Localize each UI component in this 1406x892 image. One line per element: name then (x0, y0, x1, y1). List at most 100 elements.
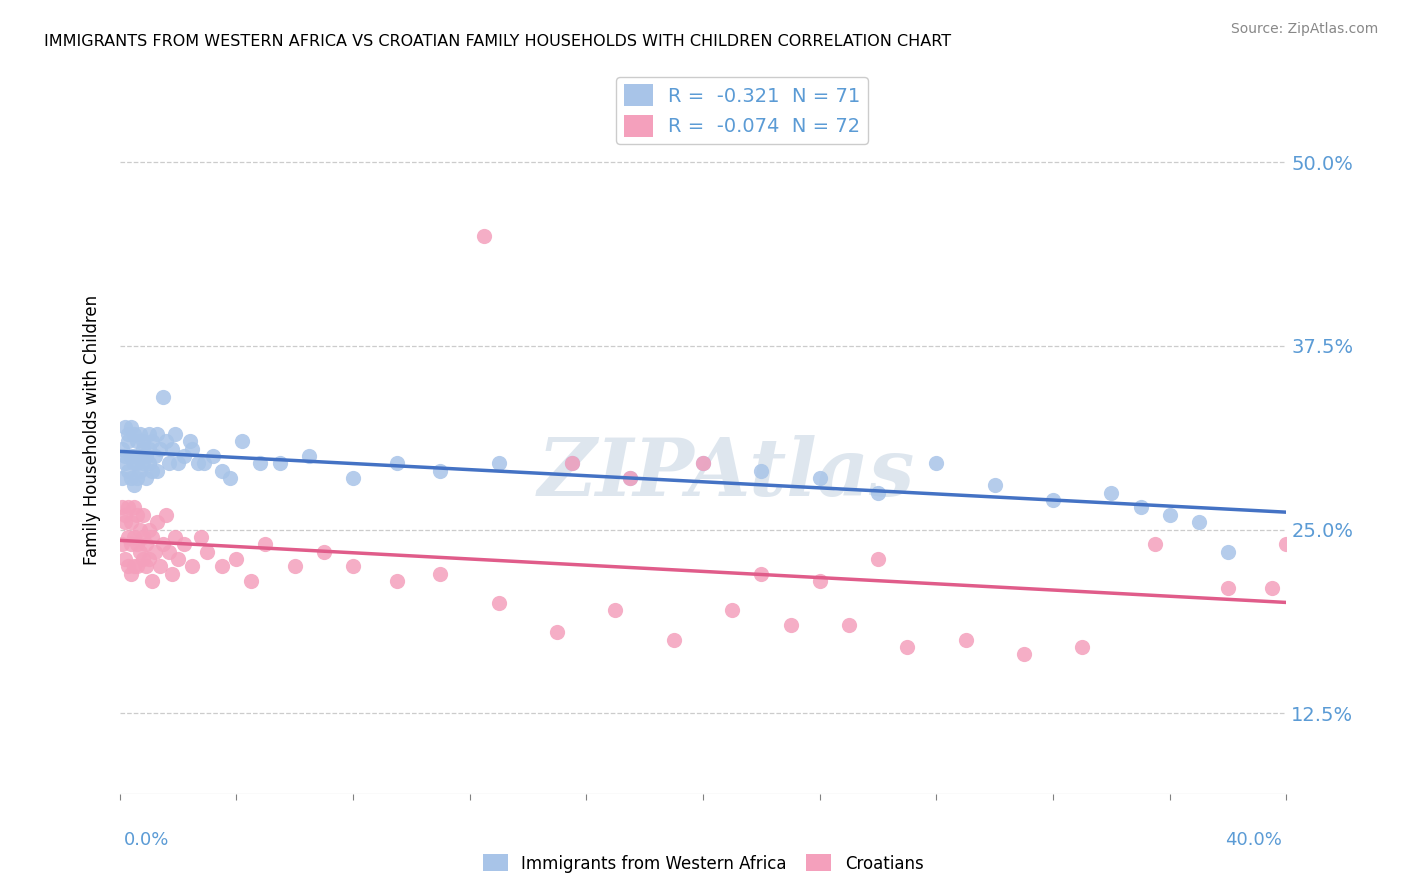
Text: ZIPAtlas: ZIPAtlas (537, 435, 915, 513)
Point (117, 464, 139, 478)
Point (1071, 640, 1094, 654)
Point (429, 464, 451, 478)
Point (122, 500, 145, 515)
Point (283, 559, 307, 574)
Point (896, 640, 918, 654)
Point (122, 457, 145, 471)
Point (111, 537, 134, 551)
Point (619, 471, 641, 485)
Point (1216, 544, 1240, 558)
Point (120, 471, 142, 485)
Point (1188, 515, 1211, 529)
Point (135, 471, 157, 485)
Point (117, 434, 139, 449)
Point (138, 457, 160, 471)
Point (160, 566, 183, 581)
Point (808, 574, 831, 588)
Point (132, 508, 155, 522)
Point (132, 552, 155, 566)
Point (120, 566, 142, 581)
Text: Source: ZipAtlas.com: Source: ZipAtlas.com (1230, 22, 1378, 37)
Point (866, 552, 890, 566)
Point (138, 442, 160, 456)
Point (125, 457, 148, 471)
Point (866, 485, 890, 500)
Point (488, 457, 510, 471)
Point (117, 500, 139, 515)
Point (166, 457, 188, 471)
Point (163, 530, 186, 544)
Point (146, 515, 169, 529)
Point (692, 457, 714, 471)
Point (983, 478, 1005, 492)
Point (605, 603, 627, 617)
Point (132, 530, 155, 544)
Legend: Immigrants from Western Africa, Croatians: Immigrants from Western Africa, Croatian… (475, 847, 931, 880)
Point (138, 552, 160, 566)
Point (114, 449, 136, 463)
Point (122, 427, 145, 442)
Point (219, 471, 242, 485)
Point (114, 508, 136, 522)
Point (143, 449, 166, 463)
Point (211, 559, 233, 574)
Point (1216, 581, 1240, 595)
Point (122, 559, 145, 574)
Point (114, 457, 136, 471)
Point (342, 471, 364, 485)
Point (488, 596, 510, 610)
Point (751, 464, 773, 478)
Point (808, 471, 831, 485)
Point (662, 632, 685, 647)
Point (1042, 493, 1064, 508)
Point (132, 457, 155, 471)
Point (135, 449, 157, 463)
Point (173, 537, 195, 551)
Point (135, 537, 157, 551)
Point (138, 427, 160, 442)
Point (1261, 581, 1284, 595)
Point (429, 566, 451, 581)
Point (561, 457, 583, 471)
Point (254, 537, 277, 551)
Point (146, 464, 169, 478)
Point (298, 449, 321, 463)
Point (181, 559, 204, 574)
Point (225, 552, 247, 566)
Point (472, 228, 495, 243)
Point (779, 618, 801, 632)
Point (120, 515, 142, 529)
Point (721, 603, 744, 617)
Point (120, 449, 142, 463)
Text: 40.0%: 40.0% (1226, 831, 1282, 849)
Point (1012, 648, 1035, 662)
Point (201, 449, 224, 463)
Point (269, 457, 291, 471)
Point (129, 427, 152, 442)
Point (114, 515, 136, 529)
Point (181, 442, 204, 456)
Point (312, 544, 335, 558)
Point (111, 442, 134, 456)
Point (342, 559, 364, 574)
Text: IMMIGRANTS FROM WESTERN AFRICA VS CROATIAN FAMILY HOUSEHOLDS WITH CHILDREN CORRE: IMMIGRANTS FROM WESTERN AFRICA VS CROATI… (44, 34, 950, 49)
Point (141, 574, 163, 588)
Point (143, 544, 166, 558)
Point (129, 449, 152, 463)
Point (1129, 500, 1152, 515)
Point (125, 434, 148, 449)
Point (155, 508, 177, 522)
Point (193, 457, 215, 471)
Point (132, 442, 155, 456)
Point (211, 464, 233, 478)
Point (561, 457, 583, 471)
Point (114, 552, 136, 566)
Y-axis label: Family Households with Children: Family Households with Children (83, 295, 101, 566)
Point (117, 427, 139, 442)
Point (249, 457, 271, 471)
Point (179, 434, 201, 449)
Point (385, 457, 408, 471)
Point (173, 449, 195, 463)
Point (117, 559, 139, 574)
Point (129, 544, 152, 558)
